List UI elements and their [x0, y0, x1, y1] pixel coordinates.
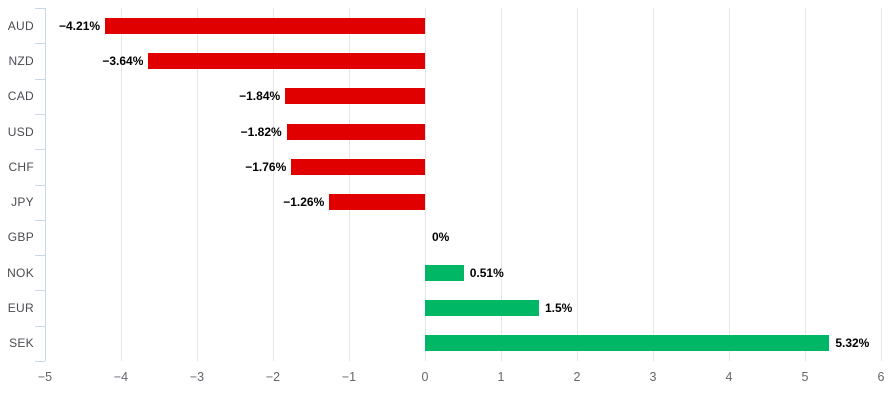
value-label-gbp: 0% — [432, 230, 450, 245]
bar-chf — [291, 158, 425, 175]
gridline — [653, 8, 654, 361]
category-label-chf: CHF — [8, 159, 34, 174]
x-tick-label: 6 — [877, 370, 885, 384]
x-tick-label: −1 — [341, 370, 357, 384]
value-label-nok: 0.51% — [469, 265, 504, 280]
gridline — [273, 8, 274, 361]
value-label-usd: −1.82% — [240, 124, 282, 139]
bar-usd — [286, 123, 425, 140]
x-tick-label: −2 — [265, 370, 281, 384]
y-axis-tick — [35, 78, 45, 80]
bar-nok — [425, 264, 464, 281]
y-axis-tick — [35, 184, 45, 186]
y-axis-tick — [35, 255, 45, 257]
category-label-usd: USD — [7, 124, 34, 139]
bar-cad — [285, 88, 425, 105]
gridline — [425, 8, 426, 361]
y-axis-tick — [35, 113, 45, 115]
category-label-nzd: NZD — [8, 53, 34, 68]
bar-aud — [105, 17, 425, 34]
value-label-jpy: −1.26% — [283, 195, 325, 210]
category-label-eur: EUR — [7, 301, 34, 316]
y-axis-tick — [35, 290, 45, 292]
y-axis-line — [45, 8, 46, 361]
x-tick-label: 4 — [725, 370, 733, 384]
x-tick-label: 5 — [801, 370, 809, 384]
category-label-jpy: JPY — [11, 195, 34, 210]
gridline — [501, 8, 502, 361]
x-tick-label: 2 — [573, 370, 581, 384]
y-axis-tick — [35, 325, 45, 327]
category-label-cad: CAD — [7, 89, 34, 104]
gridline — [805, 8, 806, 361]
y-axis-tick — [35, 219, 45, 221]
bar-eur — [425, 300, 539, 317]
y-axis-tick — [35, 8, 45, 9]
bar-jpy — [329, 194, 425, 211]
x-tick-label: −4 — [113, 370, 129, 384]
category-label-sek: SEK — [9, 336, 34, 351]
x-tick-label: −5 — [37, 370, 53, 384]
x-tick-label: 0 — [421, 370, 429, 384]
x-tick-label: −3 — [189, 370, 205, 384]
value-label-chf: −1.76% — [245, 159, 287, 174]
gridline — [577, 8, 578, 361]
gridline — [197, 8, 198, 361]
y-axis-tick — [35, 361, 45, 362]
gridline — [349, 8, 350, 361]
x-tick-label: 1 — [497, 370, 505, 384]
gridline — [729, 8, 730, 361]
category-label-nok: NOK — [7, 265, 34, 280]
category-label-gbp: GBP — [7, 230, 34, 245]
bar-nzd — [148, 52, 425, 69]
gridline — [121, 8, 122, 361]
value-label-nzd: −3.64% — [102, 53, 144, 68]
x-tick-label: 3 — [649, 370, 657, 384]
value-label-eur: 1.5% — [545, 301, 573, 316]
gridline — [881, 8, 882, 361]
y-axis-tick — [35, 43, 45, 45]
bar-sek — [425, 335, 830, 352]
y-axis-tick — [35, 149, 45, 151]
category-label-aud: AUD — [7, 18, 34, 33]
value-label-sek: 5.32% — [835, 336, 870, 351]
value-label-aud: −4.21% — [59, 18, 101, 33]
value-label-cad: −1.84% — [239, 89, 281, 104]
